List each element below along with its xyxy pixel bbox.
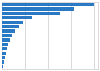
Bar	[2, 52, 6, 55]
Bar	[2, 38, 10, 42]
Bar	[2, 29, 15, 33]
Bar	[2, 25, 19, 28]
Bar	[2, 65, 3, 68]
Bar	[2, 16, 32, 19]
Bar	[2, 12, 60, 15]
Bar	[2, 47, 7, 50]
Bar	[2, 3, 94, 6]
Bar	[2, 34, 12, 37]
Bar	[2, 60, 4, 64]
Bar	[2, 7, 74, 11]
Bar	[2, 21, 23, 24]
Bar	[2, 43, 8, 46]
Bar	[2, 56, 5, 59]
